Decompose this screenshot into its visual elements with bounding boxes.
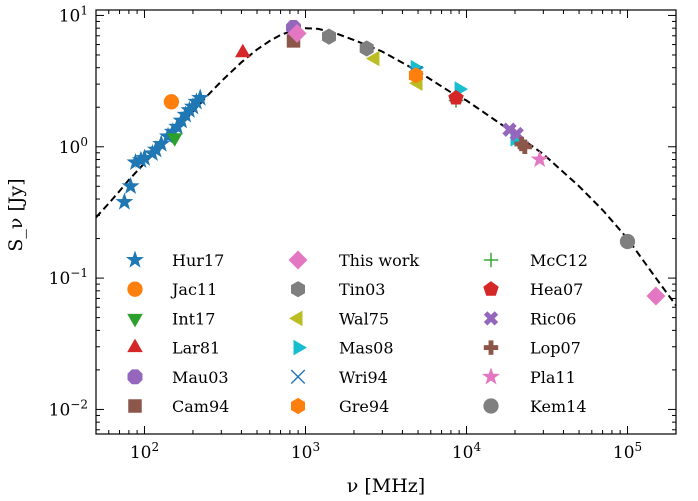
data-point: [287, 23, 307, 43]
data-point: [448, 89, 464, 105]
data-point: [619, 233, 636, 250]
legend-marker: [289, 310, 303, 327]
legend-item: Lar81: [127, 338, 220, 358]
legend-item: Wal75: [289, 309, 389, 328]
legend-label: Wri94: [339, 368, 388, 387]
x-tick-label: 102: [130, 440, 159, 463]
legend-label: Lop07: [530, 339, 581, 358]
data-point: [365, 50, 380, 67]
legend-marker: [126, 250, 144, 268]
data-point: [131, 150, 150, 168]
data-point: [514, 136, 529, 152]
y-tick-label: 100: [59, 135, 88, 158]
legend-marker: [128, 399, 142, 413]
legend-marker: [483, 340, 499, 355]
data-point: [152, 134, 171, 152]
legend-item: Gre94: [290, 397, 389, 416]
legend-item: Pla11: [482, 367, 576, 387]
legend-marker: [483, 281, 499, 296]
y-tick-label: 10−1: [49, 266, 88, 289]
data-points: [115, 20, 666, 306]
legend-item: Cam94: [128, 397, 229, 416]
legend-label: Mas08: [339, 339, 394, 358]
legend-item: McC12: [483, 251, 588, 270]
legend-label: Mau03: [172, 368, 229, 387]
legend-item: Ric06: [483, 309, 576, 328]
legend-item: Kem14: [483, 397, 587, 416]
legend-item: Hea07: [483, 280, 583, 299]
data-point: [646, 286, 666, 306]
legend-item: Int17: [127, 309, 215, 328]
legend-marker: [127, 281, 143, 297]
legend-item: Wri94: [290, 368, 388, 387]
data-point: [135, 148, 154, 166]
legend-marker: [293, 339, 307, 356]
data-point: [408, 67, 423, 84]
legend-marker: [483, 252, 499, 268]
legend-marker: [483, 311, 499, 326]
y-axis-label: S_ν [Jy]: [5, 178, 27, 251]
y-tick-label: 101: [59, 3, 88, 26]
legend-label: Pla11: [530, 368, 576, 387]
legend-label: Kem14: [530, 397, 587, 416]
legend-label: Hur17: [172, 251, 224, 270]
legend-marker: [290, 281, 306, 298]
legend-label: This work: [339, 251, 419, 270]
tick-labels: 102 103 104 105 10−2 10−1 100 101: [49, 3, 643, 463]
legend-item: Hur17: [126, 250, 224, 270]
data-point: [159, 126, 177, 145]
data-point: [147, 140, 165, 158]
legend-item: Tin03: [290, 280, 385, 299]
legend-marker: [127, 313, 143, 328]
data-point: [163, 94, 180, 110]
x-tick-label: 105: [613, 440, 642, 463]
legend-label: Int17: [172, 309, 215, 328]
legend-label: Lar81: [172, 339, 220, 358]
data-point: [321, 28, 337, 45]
legend-label: McC12: [530, 251, 588, 270]
legend-item: Jac11: [127, 280, 217, 299]
legend-item: Lop07: [483, 339, 581, 358]
legend-item: Mau03: [127, 368, 229, 387]
legend-marker: [482, 367, 500, 385]
legend: Hur17 Jac11 Int17 Lar81 Mau03 Cam94 This work T…: [126, 250, 588, 416]
data-point: [163, 122, 182, 140]
plot-frame: [95, 9, 677, 435]
legend-marker: [127, 338, 143, 353]
legend-marker: [127, 369, 143, 385]
data-point: [191, 88, 210, 106]
data-point: [530, 150, 549, 168]
legend-label: Wal75: [339, 309, 389, 328]
legend-label: Gre94: [339, 397, 389, 416]
data-point: [126, 152, 145, 171]
legend-label: Tin03: [339, 280, 385, 299]
x-tick-label: 104: [452, 440, 482, 463]
legend-item: Mas08: [293, 339, 394, 358]
legend-label: Jac11: [170, 280, 217, 299]
legend-label: Ric06: [530, 309, 576, 328]
data-point: [115, 192, 134, 210]
x-axis-label: ν [MHz]: [347, 475, 425, 497]
legend-marker: [288, 250, 308, 270]
y-tick-label: 10−2: [49, 397, 88, 420]
data-point: [517, 139, 532, 154]
data-point: [235, 43, 251, 58]
axes: [95, 9, 677, 435]
data-point: [121, 176, 140, 194]
legend-item: This work: [288, 250, 419, 270]
legend-label: Hea07: [530, 280, 583, 299]
legend-marker: [483, 398, 499, 414]
data-point: [166, 133, 183, 147]
data-point: [359, 40, 374, 57]
legend-marker: [290, 369, 306, 385]
legend-marker: [290, 397, 306, 415]
x-tick-label: 103: [291, 440, 320, 463]
legend-label: Cam94: [172, 397, 229, 416]
